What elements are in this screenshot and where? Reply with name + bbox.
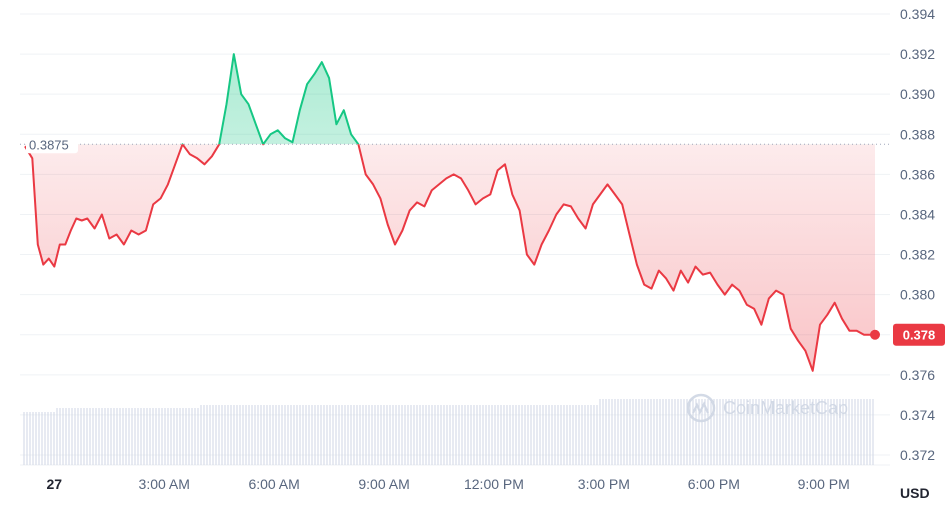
y-tick-label: 0.384 xyxy=(900,206,935,222)
y-tick-label: 0.388 xyxy=(900,126,935,142)
reference-price-label-bg xyxy=(26,135,78,154)
price-line xyxy=(24,53,875,372)
x-tick-label: 6:00 AM xyxy=(248,476,299,492)
y-tick-label: 0.374 xyxy=(900,407,935,423)
x-tick-label: 27 xyxy=(47,476,63,492)
y-axis: 0.394 0.392 0.390 0.388 0.386 0.384 0.382 0.380… xyxy=(900,6,935,463)
currency-label: USD xyxy=(900,485,930,501)
last-price-value: 0.378 xyxy=(903,328,936,343)
y-tick-label: 0.394 xyxy=(900,6,935,22)
y-tick-label: 0.390 xyxy=(900,86,935,102)
x-tick-label: 3:00 AM xyxy=(139,476,190,492)
reference-price-label: 0.3875 xyxy=(26,135,78,154)
y-tick-label: 0.380 xyxy=(900,287,935,303)
last-price-label: 0.378 xyxy=(893,323,945,346)
price-line-down xyxy=(24,144,875,372)
x-tick-label: 3:00 PM xyxy=(578,476,630,492)
x-tick-label: 6:00 PM xyxy=(688,476,740,492)
price-area-fill xyxy=(25,54,875,371)
coinmarketcap-logo-wave xyxy=(692,401,710,415)
x-tick-label: 9:00 AM xyxy=(358,476,409,492)
area-below-reference xyxy=(25,144,875,371)
x-tick-label: 12:00 PM xyxy=(464,476,524,492)
x-axis: 27 3:00 AM 6:00 AM 9:00 AM 12:00 PM 3:00 PM 6:… xyxy=(47,476,850,492)
volume-bars xyxy=(23,399,874,465)
y-tick-label: 0.386 xyxy=(900,166,935,182)
y-tick-label: 0.376 xyxy=(900,367,935,383)
watermark: CoinMarketCap xyxy=(686,393,848,423)
last-price-dot xyxy=(870,329,880,340)
reference-price-value: 0.3875 xyxy=(29,137,69,152)
y-tick-label: 0.392 xyxy=(900,46,935,62)
coinmarketcap-logo-icon xyxy=(686,393,716,423)
last-price-label-bg xyxy=(893,323,945,346)
y-tick-label: 0.372 xyxy=(900,447,935,463)
x-tick-label: 9:00 PM xyxy=(798,476,850,492)
y-tick-label: 0.382 xyxy=(900,247,935,263)
watermark-text: CoinMarketCap xyxy=(723,398,848,418)
